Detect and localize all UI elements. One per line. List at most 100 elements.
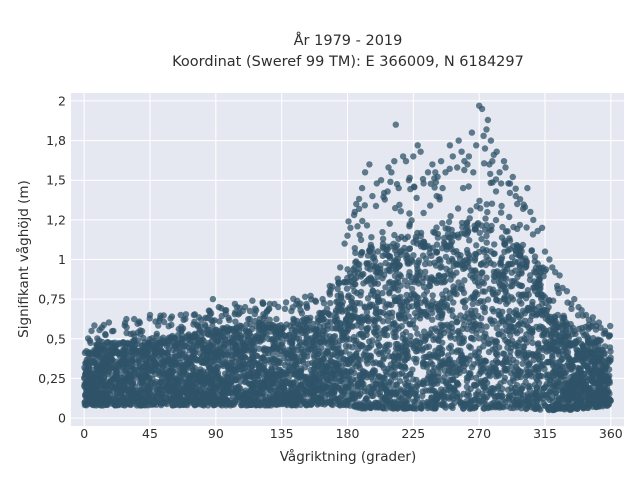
scatter-point xyxy=(308,367,314,373)
scatter-point xyxy=(514,311,520,317)
scatter-point xyxy=(516,282,522,288)
scatter-point xyxy=(405,234,411,240)
scatter-point xyxy=(468,399,474,405)
scatter-point xyxy=(267,359,273,365)
scatter-point xyxy=(577,348,583,354)
scatter-point xyxy=(539,301,545,307)
scatter-point xyxy=(103,370,109,376)
scatter-point xyxy=(392,273,398,279)
scatter-point xyxy=(465,375,471,381)
scatter-point xyxy=(537,323,543,329)
scatter-point xyxy=(340,299,346,305)
scatter-point xyxy=(501,249,507,255)
scatter-point xyxy=(393,382,399,388)
scatter-point xyxy=(549,340,555,346)
scatter-point xyxy=(417,315,423,321)
scatter-point xyxy=(360,271,366,277)
scatter-point xyxy=(518,336,524,342)
scatter-point xyxy=(419,279,425,285)
scatter-point xyxy=(370,316,376,322)
scatter-point xyxy=(422,269,428,275)
scatter-point xyxy=(499,254,505,260)
scatter-point xyxy=(565,356,571,362)
scatter-point xyxy=(398,283,404,289)
scatter-point xyxy=(296,335,302,341)
scatter-point xyxy=(522,318,528,324)
scatter-point xyxy=(398,395,404,401)
scatter-point xyxy=(177,360,183,366)
scatter-point xyxy=(585,347,591,353)
scatter-point xyxy=(472,278,478,284)
scatter-point xyxy=(351,334,357,340)
scatter-point xyxy=(553,318,559,324)
scatter-point xyxy=(282,371,288,377)
scatter-point xyxy=(493,373,499,379)
scatter-point xyxy=(460,391,466,397)
scatter-point xyxy=(473,289,479,295)
scatter-point xyxy=(426,250,432,256)
scatter-point xyxy=(491,269,497,275)
scatter-point xyxy=(402,373,408,379)
scatter-point xyxy=(441,235,447,241)
scatter-point xyxy=(220,394,226,400)
scatter-point xyxy=(342,348,348,354)
scatter-point xyxy=(493,297,499,303)
scatter-point xyxy=(383,326,389,332)
scatter-point xyxy=(482,309,488,315)
scatter-point xyxy=(421,381,427,387)
scatter-point xyxy=(210,402,216,408)
scatter-point xyxy=(364,315,370,321)
scatter-point xyxy=(291,317,297,323)
scatter-point xyxy=(397,315,403,321)
scatter-point xyxy=(515,322,521,328)
scatter-point xyxy=(384,247,390,253)
scatter-point xyxy=(507,283,513,289)
scatter-point xyxy=(249,340,255,346)
scatter-point xyxy=(406,393,412,399)
scatter-point xyxy=(110,350,116,356)
scatter-point xyxy=(255,338,261,344)
scatter-point xyxy=(489,401,495,407)
scatter-point xyxy=(432,348,438,354)
scatter-point xyxy=(167,396,173,402)
scatter-point xyxy=(396,355,402,361)
scatter-point xyxy=(562,345,568,351)
scatter-point xyxy=(439,346,445,352)
scatter-point xyxy=(469,327,475,333)
scatter-point xyxy=(284,351,290,357)
scatter-point xyxy=(364,265,370,271)
scatter-point xyxy=(124,370,130,376)
scatter-point xyxy=(331,359,337,365)
scatter-point xyxy=(402,340,408,346)
scatter-point xyxy=(581,356,587,362)
scatter-point xyxy=(479,279,485,285)
scatter-point xyxy=(491,261,497,267)
scatter-point xyxy=(404,347,410,353)
scatter-point xyxy=(379,362,385,368)
scatter-point xyxy=(441,394,447,400)
scatter-point xyxy=(303,376,309,382)
scatter-point xyxy=(442,368,448,374)
scatter-point xyxy=(192,331,198,337)
scatter-point xyxy=(177,349,183,355)
scatter-point xyxy=(207,364,213,370)
scatter-point xyxy=(481,249,487,255)
scatter-point xyxy=(560,391,566,397)
scatter-point xyxy=(534,311,540,317)
scatter-point xyxy=(484,239,490,245)
scatter-point xyxy=(429,298,435,304)
scatter-point xyxy=(487,373,493,379)
scatter-point xyxy=(412,310,418,316)
scatter-point xyxy=(389,310,395,316)
scatter-point xyxy=(462,304,468,310)
scatter-point xyxy=(519,292,525,298)
scatter-point xyxy=(152,359,158,365)
scatter-point xyxy=(379,382,385,388)
scatter-point xyxy=(370,255,376,261)
scatter-point xyxy=(118,390,124,396)
scatter-point xyxy=(420,360,426,366)
scatter-point xyxy=(305,349,311,355)
scatter-point xyxy=(82,402,88,408)
scatter-point xyxy=(559,364,565,370)
scatter-point xyxy=(491,318,497,324)
